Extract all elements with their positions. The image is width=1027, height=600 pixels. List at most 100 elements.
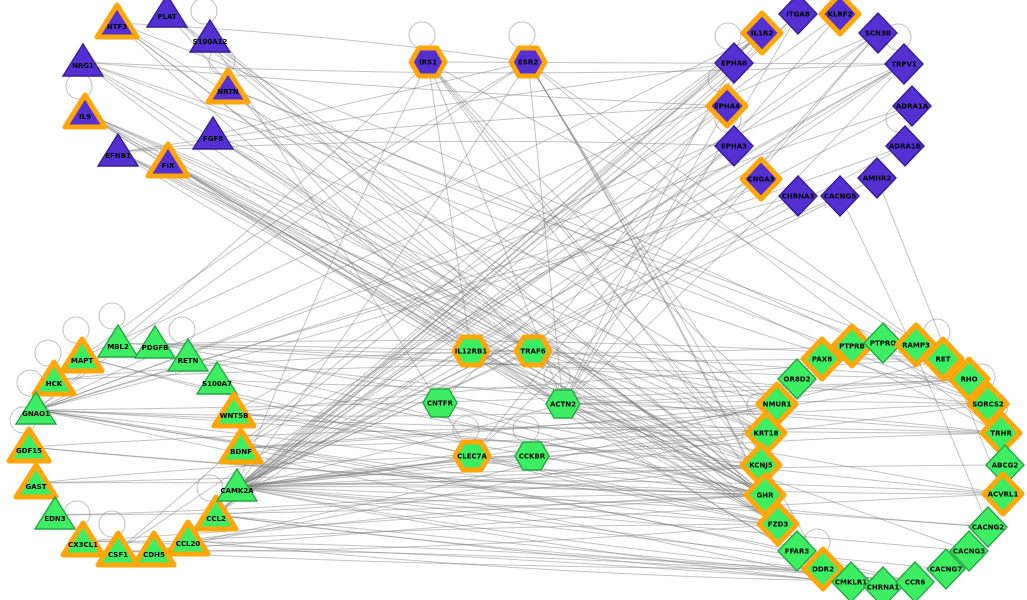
edge[interactable] xyxy=(116,22,529,63)
edge[interactable] xyxy=(236,195,841,488)
edge[interactable] xyxy=(209,37,534,352)
edge[interactable] xyxy=(471,32,879,457)
edge[interactable] xyxy=(532,350,778,405)
edge[interactable] xyxy=(531,455,766,496)
edge[interactable] xyxy=(236,32,879,488)
self-loop-edge[interactable] xyxy=(98,510,126,538)
node-EDN3[interactable]: EDN3 xyxy=(33,495,77,530)
edge[interactable] xyxy=(427,61,944,360)
self-loop-edge[interactable] xyxy=(98,302,126,330)
edge[interactable] xyxy=(215,514,852,583)
edge[interactable] xyxy=(233,411,1004,495)
edge[interactable] xyxy=(532,350,766,496)
edge[interactable] xyxy=(236,105,913,488)
edge[interactable] xyxy=(35,195,799,411)
edge[interactable] xyxy=(116,22,534,352)
edge[interactable] xyxy=(236,61,429,488)
edge[interactable] xyxy=(54,494,766,516)
edge[interactable] xyxy=(236,486,884,588)
edge[interactable] xyxy=(35,409,798,552)
edge[interactable] xyxy=(28,446,766,496)
edge[interactable] xyxy=(212,134,779,525)
edge[interactable] xyxy=(439,402,762,466)
node-NRTN[interactable]: NRTN xyxy=(205,67,251,105)
edge[interactable] xyxy=(116,22,564,405)
edge[interactable] xyxy=(236,350,534,488)
edge[interactable] xyxy=(216,378,970,390)
edge[interactable] xyxy=(117,32,763,552)
node-TRAF6[interactable]: TRAF6 xyxy=(513,334,553,368)
edge[interactable] xyxy=(84,112,534,352)
edge[interactable] xyxy=(236,486,970,552)
edge[interactable] xyxy=(81,32,763,358)
edge[interactable] xyxy=(81,61,529,358)
edge[interactable] xyxy=(227,87,766,496)
edge[interactable] xyxy=(562,32,879,405)
edge[interactable] xyxy=(562,403,767,434)
edge[interactable] xyxy=(240,403,989,449)
edge[interactable] xyxy=(116,22,767,434)
node-NRG1[interactable]: NRG1 xyxy=(61,42,105,77)
edge[interactable] xyxy=(236,61,529,488)
edge[interactable] xyxy=(236,464,1006,488)
self-loop-edge[interactable] xyxy=(190,0,218,25)
edge[interactable] xyxy=(215,32,763,516)
edge[interactable] xyxy=(236,403,989,488)
edge[interactable] xyxy=(240,432,767,449)
edge[interactable] xyxy=(236,486,779,525)
edge[interactable] xyxy=(209,37,766,496)
edge[interactable] xyxy=(233,411,779,525)
node-NTF3[interactable]: NTF3 xyxy=(94,2,140,40)
edge[interactable] xyxy=(236,486,989,528)
node-IL12RB1[interactable]: IL12RB1 xyxy=(451,334,491,368)
node-IL1R2[interactable]: IL1R2 xyxy=(740,10,784,56)
edge[interactable] xyxy=(35,409,989,528)
edge[interactable] xyxy=(212,134,534,352)
edge[interactable] xyxy=(166,12,779,525)
edge[interactable] xyxy=(81,356,766,496)
edge[interactable] xyxy=(236,62,735,488)
edge[interactable] xyxy=(167,161,824,570)
edge[interactable] xyxy=(527,61,564,405)
self-loop-edge[interactable] xyxy=(714,22,742,50)
edge[interactable] xyxy=(154,343,853,354)
edge[interactable] xyxy=(240,403,778,449)
edge[interactable] xyxy=(212,134,989,405)
edge[interactable] xyxy=(117,151,767,434)
edge[interactable] xyxy=(215,494,766,516)
edge[interactable] xyxy=(117,63,905,552)
edge[interactable] xyxy=(439,402,766,496)
edge[interactable] xyxy=(216,379,766,496)
edge[interactable] xyxy=(81,356,779,525)
edge[interactable] xyxy=(35,105,913,411)
edge[interactable] xyxy=(82,61,970,380)
node-ACTN2[interactable]: ACTN2 xyxy=(545,389,581,419)
edge[interactable] xyxy=(54,464,762,516)
edge[interactable] xyxy=(35,409,766,496)
edge[interactable] xyxy=(562,403,766,496)
edge[interactable] xyxy=(153,358,944,552)
edge[interactable] xyxy=(167,161,564,405)
edge[interactable] xyxy=(82,61,534,352)
node-PLAT[interactable]: PLAT xyxy=(145,0,189,28)
node-GNAO1[interactable]: GNAO1 xyxy=(14,390,58,425)
edge[interactable] xyxy=(187,523,779,541)
edge[interactable] xyxy=(82,61,728,107)
node-WNT5B[interactable]: WNT5B xyxy=(211,391,257,429)
edge[interactable] xyxy=(154,343,989,405)
edge[interactable] xyxy=(212,134,766,496)
node-ADRA1B[interactable]: ADRA1B xyxy=(885,124,925,168)
edge[interactable] xyxy=(236,195,799,488)
edge[interactable] xyxy=(236,455,473,488)
edge[interactable] xyxy=(532,350,779,525)
edge[interactable] xyxy=(236,455,533,488)
edge[interactable] xyxy=(427,61,779,525)
edge[interactable] xyxy=(227,87,1002,434)
edge[interactable] xyxy=(240,32,763,449)
edge[interactable] xyxy=(236,378,970,488)
node-CDH5[interactable]: CDH5 xyxy=(131,530,177,568)
edge[interactable] xyxy=(28,426,1002,448)
edge[interactable] xyxy=(240,447,779,525)
edge[interactable] xyxy=(236,432,1002,488)
